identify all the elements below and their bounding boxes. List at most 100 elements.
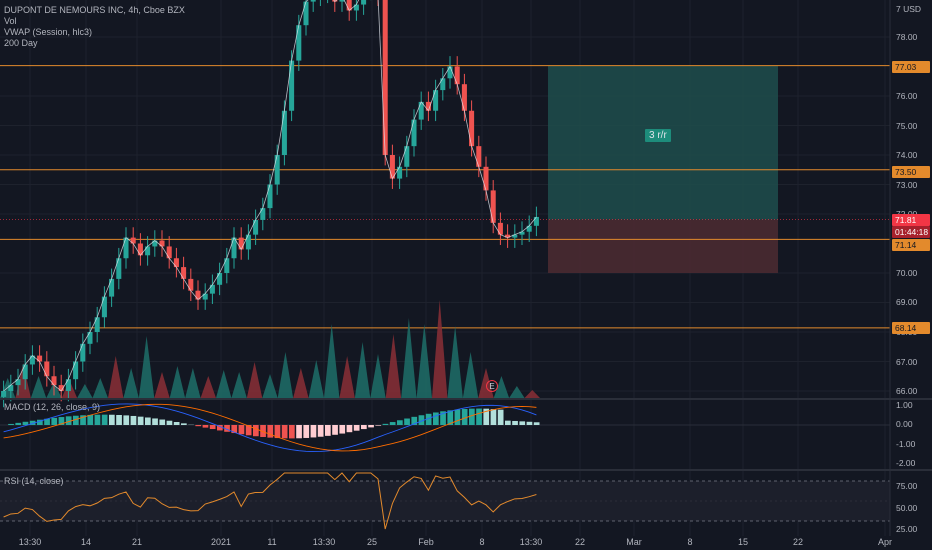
volume-bar bbox=[216, 370, 232, 398]
ma-legend[interactable]: 200 Day bbox=[4, 38, 38, 48]
macd-histogram-bar bbox=[461, 408, 468, 425]
candle-body bbox=[166, 246, 172, 259]
macd-histogram-bar bbox=[389, 422, 396, 425]
vol-legend[interactable]: Vol bbox=[4, 16, 17, 26]
candle-body bbox=[281, 110, 287, 155]
time-axis-label: 25 bbox=[366, 537, 378, 547]
macd-histogram-bar bbox=[217, 425, 223, 431]
price-label: 78.00 bbox=[896, 32, 918, 42]
candle-body bbox=[353, 4, 359, 11]
macd-histogram-bar bbox=[512, 420, 518, 425]
macd-histogram-bar bbox=[476, 408, 482, 425]
macd-histogram-bar bbox=[80, 415, 86, 425]
macd-histogram-bar bbox=[94, 414, 101, 425]
level-badge-71: 71.14 bbox=[892, 239, 930, 251]
volume-bar bbox=[108, 356, 124, 398]
candle-body bbox=[123, 237, 129, 259]
macd-histogram-bar bbox=[37, 419, 43, 425]
volume-bar bbox=[462, 352, 479, 398]
symbol-legend[interactable]: DUPONT DE NEMOURS INC, 4h, Cboe BZX bbox=[4, 5, 185, 15]
risk-reward-label[interactable]: 3 r/r bbox=[645, 129, 671, 142]
volume-bar bbox=[231, 372, 247, 398]
macd-histogram-bar bbox=[332, 425, 338, 435]
candle-body bbox=[418, 101, 424, 120]
candle-body bbox=[253, 219, 259, 235]
candle-body bbox=[73, 361, 79, 380]
candle-body bbox=[238, 237, 244, 250]
candle-body bbox=[202, 293, 208, 300]
volume-bar bbox=[246, 362, 263, 398]
pane-separator bbox=[0, 398, 932, 400]
candle-body bbox=[101, 296, 107, 318]
macd-histogram-bar bbox=[353, 425, 360, 431]
macd-axis-label: 1.00 bbox=[896, 400, 913, 410]
candle-body bbox=[173, 258, 179, 268]
candle-body bbox=[267, 184, 273, 209]
rsi-pane bbox=[0, 472, 890, 530]
time-axis-label: 8 bbox=[479, 537, 485, 547]
candle-body bbox=[231, 237, 237, 259]
volume-bar bbox=[339, 356, 355, 398]
pane-separator bbox=[0, 469, 932, 471]
macd-histogram-bar bbox=[310, 425, 317, 438]
macd-histogram-bar bbox=[166, 420, 173, 425]
volume-bar bbox=[277, 352, 294, 398]
candle-body bbox=[152, 240, 158, 247]
volume-bar bbox=[493, 376, 510, 398]
candle-body bbox=[87, 332, 93, 344]
candle-body bbox=[361, 0, 367, 5]
vwap-line bbox=[3, 0, 537, 392]
macd-histogram-bar bbox=[425, 413, 432, 425]
macd-pane bbox=[0, 403, 890, 453]
macd-histogram-bar bbox=[346, 425, 353, 433]
candle-body bbox=[490, 190, 496, 223]
candle-body bbox=[209, 284, 215, 294]
price-label: 76.00 bbox=[896, 91, 918, 101]
candle-body bbox=[497, 222, 503, 235]
price-label: 70.00 bbox=[896, 268, 918, 278]
macd-histogram-bar bbox=[145, 417, 151, 425]
volume-bar bbox=[138, 336, 155, 398]
candle-body bbox=[274, 155, 280, 185]
vwap-legend[interactable]: VWAP (Session, hlc3) bbox=[4, 27, 93, 37]
volume-bar bbox=[15, 363, 31, 398]
last-price-badge: 71.81 bbox=[892, 214, 930, 226]
volume-bar bbox=[308, 360, 324, 398]
horizontal-levels bbox=[0, 65, 890, 329]
macd-histogram-bar bbox=[51, 417, 58, 425]
candle-body bbox=[1, 391, 7, 397]
candle-body bbox=[339, 0, 345, 2]
candle-body bbox=[389, 155, 395, 179]
candle-body bbox=[65, 379, 71, 391]
candle-body bbox=[476, 146, 482, 167]
candle-body bbox=[526, 225, 532, 232]
candle-body bbox=[37, 355, 43, 362]
macd-histogram-bar bbox=[267, 425, 274, 438]
candle-body bbox=[217, 273, 223, 285]
candle-body bbox=[224, 258, 230, 273]
macd-histogram-bar bbox=[209, 425, 216, 430]
earnings-marker-icon[interactable]: E bbox=[486, 380, 498, 392]
candle-body bbox=[15, 379, 21, 386]
rsi-axis-label: 75.00 bbox=[896, 481, 918, 491]
macd-histogram-bar bbox=[123, 415, 130, 425]
candle-body bbox=[505, 234, 511, 238]
macd-axis-label: 0.00 bbox=[896, 419, 913, 429]
time-axis-label: 13:30 bbox=[519, 537, 543, 547]
macd-histogram-bar bbox=[238, 425, 245, 435]
time-axis-label: 11 bbox=[267, 537, 277, 547]
macd-histogram-bar bbox=[173, 422, 180, 425]
candle-body bbox=[447, 66, 453, 79]
macd-histogram-bar bbox=[325, 425, 331, 436]
macd-histogram-bar bbox=[411, 416, 418, 425]
macd-histogram-bar bbox=[224, 425, 230, 432]
candle-body bbox=[260, 208, 266, 220]
time-axis-label: Feb bbox=[418, 537, 434, 547]
macd-histogram-bar bbox=[303, 425, 310, 438]
volume-bar bbox=[401, 318, 417, 398]
volume-bar bbox=[385, 334, 402, 398]
rsi-legend[interactable]: RSI (14, close) bbox=[4, 476, 64, 486]
macd-legend[interactable]: MACD (12, 26, close, 9) bbox=[4, 402, 101, 412]
